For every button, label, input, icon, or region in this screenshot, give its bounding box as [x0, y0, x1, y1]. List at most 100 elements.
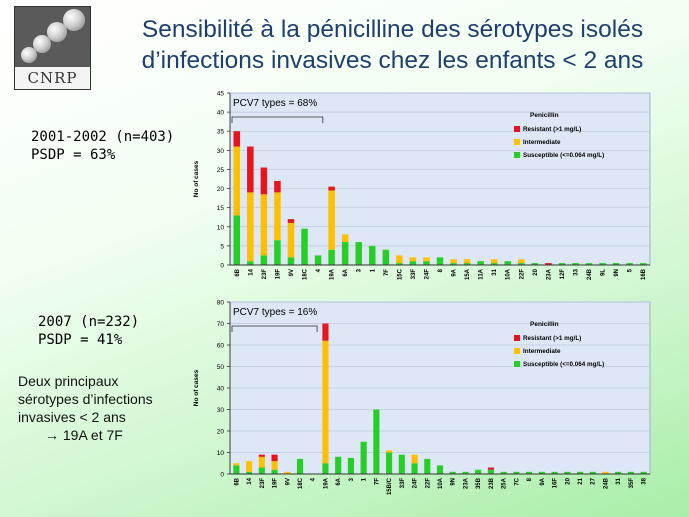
legend-label: Susceptible (<=0.064 mg/L) — [523, 361, 604, 368]
period1-psdp: PSDP = 63% — [31, 147, 116, 163]
bar-segment — [436, 465, 444, 474]
bar-segment — [373, 409, 380, 474]
x-tick-label: 20 — [533, 268, 539, 275]
x-tick-label: 4 — [311, 477, 317, 481]
bar-segment — [271, 454, 278, 462]
legend-swatch — [514, 126, 520, 132]
bar-segment — [386, 452, 393, 474]
legend-swatch — [514, 152, 520, 158]
bar-segment — [274, 240, 281, 265]
y-axis-label: No of cases — [193, 369, 200, 406]
y-tick-label: 40 — [217, 386, 225, 393]
x-tick-label: 3 — [357, 268, 363, 272]
bar-segment — [564, 471, 571, 474]
bar-segment — [599, 263, 606, 265]
bar-segment — [301, 228, 308, 265]
y-tick-label: 80 — [217, 300, 225, 307]
x-tick-label: 24B — [603, 477, 609, 489]
x-tick-label: 16F — [553, 478, 559, 489]
plot-area — [229, 92, 651, 266]
bar-segment — [463, 259, 471, 264]
conclusion-note: Deux principaux sérotypes d’infections i… — [18, 372, 188, 444]
bar-segment — [233, 215, 241, 265]
x-tick-label: 19A — [323, 477, 329, 489]
bar-segment — [271, 461, 278, 470]
x-tick-label: 18C — [303, 268, 309, 280]
y-tick-label: 20 — [217, 186, 225, 193]
bar-segment — [612, 263, 620, 265]
bar-segment — [382, 249, 390, 265]
bar-segment — [477, 261, 484, 265]
y-tick-label: 50 — [217, 364, 225, 371]
note-line-3: invasives < 2 ans — [18, 409, 126, 425]
bar-segment — [296, 458, 304, 474]
x-tick-label: 35F — [629, 478, 635, 489]
x-tick-label: 9V — [285, 478, 291, 485]
bar-segment — [258, 454, 265, 457]
x-tick-label: 6A — [336, 477, 342, 485]
x-tick-label: 8 — [438, 268, 444, 272]
bar-segment — [504, 261, 511, 265]
y-tick-label: 15 — [217, 205, 225, 212]
bar-segment — [531, 263, 539, 265]
x-tick-label: 9V — [289, 269, 295, 276]
bar-segment — [396, 255, 403, 264]
x-tick-label: 9N — [451, 478, 457, 486]
bar-segment — [424, 458, 431, 474]
bar-segment — [233, 146, 241, 216]
bar-segment — [526, 471, 533, 474]
bar-segment — [260, 167, 268, 195]
cnrp-logo: CNRP — [14, 6, 91, 90]
title-line-2: d’infections invasives chez les enfants … — [141, 47, 644, 74]
legend-label: Susceptible (<=0.064 mg/L) — [523, 152, 604, 159]
bar-segment — [411, 454, 418, 464]
bar-segment — [233, 131, 241, 147]
x-tick-label: 1 — [370, 268, 376, 272]
legend-label: Intermediate — [523, 348, 561, 355]
bar-segment — [341, 234, 349, 243]
x-tick-label: 3 — [349, 477, 355, 481]
bar-segment — [247, 261, 254, 265]
bar-segment — [490, 263, 498, 265]
bar-segment — [450, 259, 457, 264]
pcv7-annotation: PCV7 types = 68% — [233, 98, 317, 109]
x-tick-label: 23A — [463, 477, 469, 489]
bar-segment — [287, 219, 295, 223]
bar-segment — [436, 257, 444, 265]
bar-segment — [626, 263, 633, 265]
bar-segment — [287, 257, 295, 265]
bar-segment — [322, 463, 329, 474]
legend-swatch — [514, 348, 520, 354]
bar-segment — [423, 257, 430, 262]
title-line-1: Sensibilité à la pénicilline des sérotyp… — [141, 16, 644, 43]
x-tick-label: 14 — [248, 268, 254, 275]
legend-swatch — [514, 361, 520, 367]
bar-segment — [490, 259, 498, 264]
legend-label: Intermediate — [523, 139, 561, 146]
logo-text: CNRP — [15, 67, 90, 89]
y-tick-label: 70 — [217, 321, 225, 328]
x-tick-label: 9A — [540, 477, 546, 485]
x-tick-label: 15C — [397, 268, 403, 280]
bar-segment — [518, 263, 525, 265]
x-tick-label: 10A — [506, 268, 512, 280]
y-tick-label: 30 — [217, 148, 225, 155]
bar-segment — [640, 471, 647, 474]
x-tick-label: 9A — [452, 268, 458, 276]
y-tick-label: 10 — [217, 224, 225, 231]
x-tick-label: 19F — [275, 269, 281, 280]
y-tick-label: 45 — [217, 91, 225, 98]
bar-segment — [450, 263, 457, 265]
bar-segment — [246, 461, 253, 472]
bar-segment — [246, 471, 253, 474]
bar-segment — [328, 190, 335, 250]
x-tick-label: 33 — [573, 268, 579, 275]
x-tick-label: 4 — [316, 268, 322, 272]
bar-segment — [409, 261, 417, 265]
legend-title: Penicillin — [530, 112, 559, 119]
bar-segment — [233, 465, 240, 474]
legend-swatch — [514, 335, 520, 341]
y-tick-label: 0 — [220, 263, 224, 270]
